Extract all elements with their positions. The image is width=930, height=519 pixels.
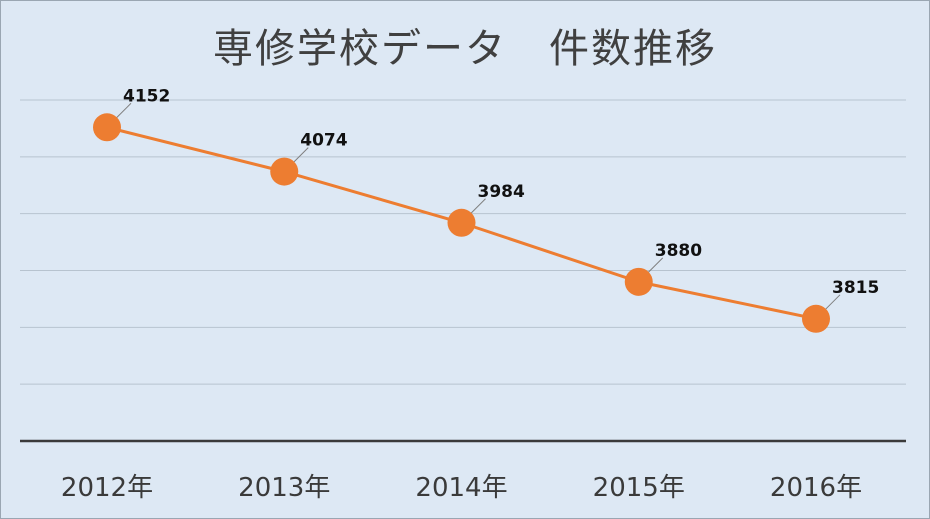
chart-title: 専修学校データ 件数推移 [213, 26, 717, 72]
x-tick-label: 2015年 [593, 473, 685, 503]
data-label: 4152 [123, 86, 170, 106]
x-tick-label: 2016年 [770, 473, 862, 503]
data-label: 3880 [655, 241, 702, 261]
data-label: 4074 [300, 131, 347, 151]
data-point [270, 157, 299, 186]
data-point [93, 113, 121, 142]
x-tick-label: 2014年 [415, 473, 507, 503]
data-point [624, 267, 653, 296]
data-label: 3984 [478, 182, 525, 202]
x-tick-label: 2013年 [238, 473, 330, 503]
data-label: 3815 [832, 278, 879, 298]
data-point [447, 208, 476, 237]
data-point [802, 304, 830, 333]
x-tick-label: 2012年 [61, 473, 153, 503]
